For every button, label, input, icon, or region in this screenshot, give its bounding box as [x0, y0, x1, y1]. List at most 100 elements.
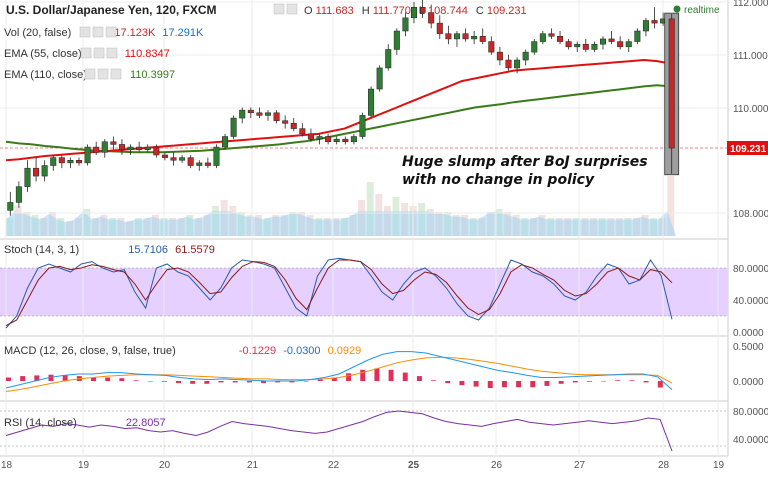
candle-body [127, 146, 134, 150]
macd-hist-bar [218, 381, 224, 383]
volume-bar [366, 182, 374, 236]
legend-vol-v1: 17.123K [114, 27, 156, 39]
candle-body [33, 167, 40, 177]
candle-body [7, 202, 14, 211]
macd-hist-bar [232, 381, 238, 383]
x-tick-label: 28 [658, 460, 670, 471]
visibility-icon[interactable] [80, 47, 92, 59]
close-icon[interactable] [105, 26, 117, 38]
candle-body [428, 12, 435, 24]
x-tick-label: 25 [408, 460, 420, 471]
candle-body [299, 128, 306, 135]
macd-hist-bar [289, 381, 295, 383]
macd-hist-bar [62, 375, 68, 381]
macd-hist-bar [20, 376, 26, 381]
candle-body [153, 146, 160, 156]
annotation-line1: Huge slump after BoJ surprises [402, 154, 648, 170]
chart-title: U.S. Dollar/Japanese Yen, 120, FXCM [6, 3, 217, 17]
visibility-icon[interactable] [84, 68, 96, 80]
ohlc-l-label: L [419, 5, 425, 17]
macd-line [5, 351, 673, 390]
macd-hist-bar [204, 381, 210, 384]
candle-body [222, 136, 229, 148]
legend-macd-v1: -0.1229 [239, 345, 276, 357]
candle-body [445, 33, 452, 40]
candle-body [634, 30, 641, 42]
candle-body [393, 30, 400, 50]
candle-body [230, 117, 237, 137]
candle-body [617, 41, 624, 48]
candle-body [50, 157, 57, 166]
candle-body [101, 141, 108, 153]
candle-body [359, 115, 366, 137]
macd-hist-bar [558, 381, 564, 384]
legend-ema55-value: 110.8347 [125, 48, 170, 60]
legend-stoch: Stoch (14, 3, 1) 15.7106 61.5579 [4, 244, 215, 256]
settings-icon[interactable] [93, 47, 105, 59]
settings-icon[interactable] [92, 26, 104, 38]
macd-hist-bar [586, 381, 592, 382]
macd-hist-bar [147, 381, 153, 382]
stoch-band [0, 267, 728, 317]
candle-body [522, 51, 529, 61]
candle-body [419, 7, 426, 13]
legend-ema55: EMA (55, close) 110.8347 [4, 48, 170, 60]
volume-bar [667, 176, 675, 236]
ema110-series [5, 84, 671, 154]
candle-body [625, 41, 632, 48]
stoch-k-line [5, 257, 673, 329]
legend-vol-v2: 17.291K [162, 27, 204, 39]
macd-hist-bar [246, 381, 252, 383]
candle-body [41, 165, 48, 177]
macd-hist-bar [657, 381, 663, 388]
close-icon[interactable] [106, 47, 118, 59]
candle-body [436, 22, 443, 34]
ohlc-h-value: 111.770 [373, 5, 411, 17]
legend-vol-label: Vol (20, false) [4, 27, 71, 39]
y-tick-label: 111.000 [733, 51, 768, 62]
macd-hist-bar [629, 380, 635, 381]
macd-hist-bar [530, 381, 536, 388]
macd-hist-bar [516, 381, 522, 388]
realtime-dot-icon [673, 5, 681, 13]
candle-body [539, 33, 546, 42]
y-tick-label: 80.0000 [733, 407, 768, 418]
candle-body [93, 146, 100, 153]
macd-hist-bar [416, 376, 422, 381]
candle-body [333, 138, 340, 143]
y-tick-label: 80.0000 [733, 264, 768, 275]
candle-body [591, 43, 598, 50]
candle-body [213, 146, 220, 166]
settings-icon[interactable] [286, 3, 298, 15]
x-axis-labels: 18 19 20 21 22 25 26 27 28 19 [1, 460, 725, 471]
macd-hist-bar [572, 381, 578, 383]
macd-hist-bar [275, 381, 281, 383]
visibility-icon[interactable] [79, 26, 91, 38]
candle-body [247, 109, 254, 114]
legend-icons [79, 3, 298, 80]
candle-body [565, 41, 572, 48]
last-price-tag: 109.231 [727, 141, 768, 155]
ema110-line [5, 84, 671, 154]
candle-body [84, 146, 91, 164]
candle-body [599, 38, 606, 45]
settings-icon[interactable] [97, 68, 109, 80]
macd-hist-bar [346, 373, 352, 381]
y-tick-label: 0.0000 [733, 377, 764, 388]
legend-vol: Vol (20, false) 17.123K 17.291K [4, 27, 204, 39]
legend-rsi-value: 22.8057 [126, 417, 166, 429]
y-tick-label: 110.000 [733, 104, 768, 115]
x-tick-label: 27 [574, 460, 586, 471]
ema55-line [5, 58, 671, 162]
close-icon[interactable] [110, 68, 122, 80]
last-price-value: 109.231 [730, 144, 767, 155]
macd-hist-bar [388, 369, 394, 381]
y-tick-label: 40.0000 [733, 296, 768, 307]
macd-hist-bar [431, 380, 437, 381]
candle-body [196, 162, 203, 166]
x-tick-label: 20 [159, 460, 171, 471]
candle-body [307, 133, 314, 140]
candle-body [496, 51, 503, 61]
visibility-icon[interactable] [273, 3, 285, 15]
